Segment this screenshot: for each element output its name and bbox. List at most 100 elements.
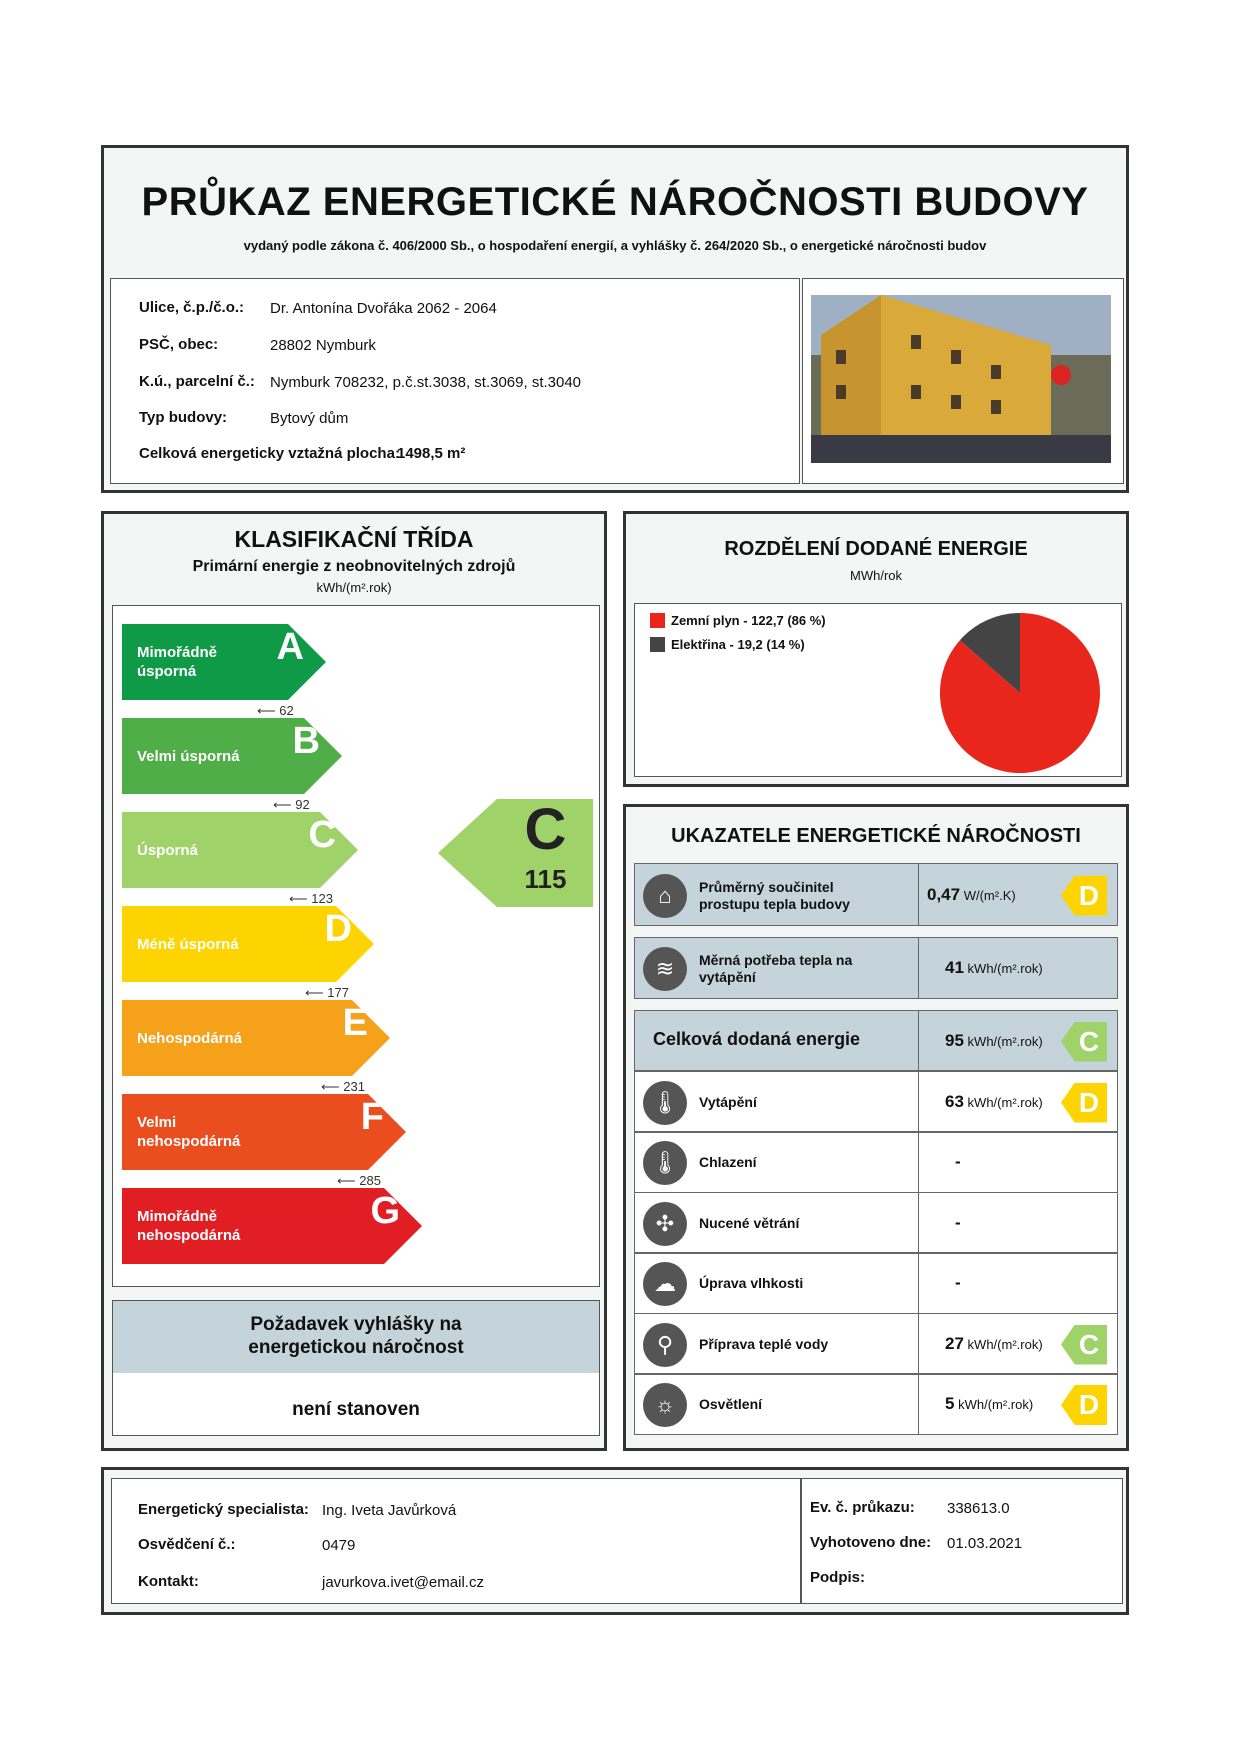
band-label: Nehospodárná [137,1029,243,1047]
building-photo [811,295,1111,463]
band-threshold: ⟵ 123 [289,891,333,907]
cooling-thermometer-icon: 🌡 [643,1141,687,1185]
value-number: 5 [945,1394,955,1413]
pie-chart [940,613,1100,773]
band-letter: F [360,1096,384,1138]
cert-value: 0479 [322,1537,356,1554]
class-band-g: Mimořádně nehospodárná G [122,1188,422,1264]
current-class-letter: C [524,797,567,862]
house-icon: ⌂ [643,873,687,918]
legend-swatch [650,637,665,652]
contact-value: javurkova.ivet@email.cz [322,1574,484,1591]
indicator-label: Vytápění [699,1093,757,1110]
signature-label: Podpis: [810,1569,865,1586]
footer-section: Energetický specialista: Ing. Iveta Javů… [101,1467,1129,1615]
arrow-left-icon: ⟵ [273,797,296,812]
value-number: 0,47 [927,884,961,904]
indicator-value: 63 kWh/(m².rok) [945,1092,1043,1112]
indicator-label: Příprava teplé vody [699,1335,829,1352]
band-letter: B [292,720,320,762]
date-value: 01.03.2021 [947,1535,1023,1552]
classification-section: KLASIFIKAČNÍ TŘÍDA Primární energie z ne… [101,511,607,1451]
band-label: Mimořádně nehospodárná [137,1208,241,1244]
row-divider [918,864,919,925]
value-number: 41 [945,958,964,977]
pie-panel: Zemní plyn - 122,7 (86 %) Elektřina - 19… [634,603,1122,777]
indicators-title: UKAZATELE ENERGETICKÉ NÁROČNOSTI [671,825,1081,847]
class-band-b: Velmi úsporná B [122,718,342,794]
arrow-left-icon: ⟵ [305,985,328,1000]
indicator-row: 🌡 Vytápění 63 kWh/(m².rok) D [634,1071,1118,1132]
indicator-label: Nucené větrání [699,1214,800,1231]
band-threshold: ⟵ 285 [337,1173,381,1189]
indicator-row: ✣ Nucené větrání - [634,1192,1118,1253]
page-subtitle: vydaný podle zákona č. 406/2000 Sb., o h… [243,238,987,253]
class-tag-d: D [1061,1385,1107,1425]
legend-item-gas: Zemní plyn - 122,7 (86 %) [650,613,826,628]
threshold-value: 285 [359,1173,381,1188]
indicator-row: 🌡 Chlazení - [634,1131,1118,1193]
indicator-label: Celková dodaná energie [653,1028,861,1049]
band-threshold: ⟵ 92 [273,797,310,813]
indicator-value: - [955,1273,961,1293]
threshold-value: 177 [327,985,349,1000]
band-label: Mimořádně úsporná [137,644,218,680]
indicator-label: Úprava vlhkosti [699,1275,804,1291]
specialist-value: Ing. Iveta Javůrková [322,1502,457,1519]
indicator-value: 0,47 W/(m².K) [927,885,1016,905]
indicator-value: 95 kWh/(m².rok) [945,1031,1043,1051]
date-label: Vyhotoveno dne: [810,1534,932,1551]
indicator-row: ≋ Měrná potřeba tepla na vytápění 41 kWh/(… [634,937,1118,999]
value-unit: kWh/(m².rok) [958,1397,1034,1412]
header-section: PRŮKAZ ENERGETICKÉ NÁROČNOSTI BUDOVY vyd… [101,145,1129,493]
band-threshold: ⟵ 62 [257,703,294,719]
class-tag-d: D [1061,1082,1107,1123]
indicator-value: 27 kWh/(m².rok) [945,1334,1043,1354]
current-class-value: 115 [524,864,567,894]
class-band-c: Úsporná C [122,812,358,888]
area-value: 1498,5 m² [397,445,466,462]
indicator-row: ⚲ Příprava teplé vody 27 kWh/(m².rok) C [634,1313,1118,1374]
band-label: Úsporná [137,841,198,859]
row-divider [918,1253,919,1313]
class-band-f: Velmi nehospodárná F [122,1094,406,1170]
value-unit: W/(m².K) [963,887,1016,903]
street-value: Dr. Antonína Dvořáka 2062 - 2064 [270,300,497,317]
indicator-label: Měrná potřeba tepla na vytápění [699,952,853,985]
requirement-header: Požadavek vyhlášky na energetickou nároč… [113,1301,599,1373]
legend-label: Zemní plyn - 122,7 (86 %) [671,613,826,628]
class-band-a: Mimořádně úsporná A [122,624,326,700]
page-title: PRŮKAZ ENERGETICKÉ NÁROČNOSTI BUDOVY [141,180,1089,224]
value-number: - [955,1212,961,1232]
indicator-row: Celková dodaná energie 95 kWh/(m².rok) C [634,1010,1118,1071]
certificate-panel: Ev. č. průkazu: 338613.0 Vyhotoveno dne:… [801,1478,1123,1604]
fan-icon: ✣ [643,1201,687,1246]
indicator-value: 41 kWh/(m².rok) [945,958,1043,978]
street-label: Ulice, č.p./č.o.: [139,299,245,316]
row-divider [918,1314,919,1373]
arrow-left-icon: ⟵ [337,1173,360,1188]
legend-swatch [650,613,665,628]
row-divider [918,1193,919,1252]
arrow-left-icon: ⟵ [257,703,280,718]
value-unit: kWh/(m².rok) [967,1033,1043,1049]
scale-panel: Mimořádně úsporná A ⟵ 62 Velmi úsporná B ⟵ 92… [112,605,600,1287]
lightbulb-icon: ☼ [643,1383,687,1427]
pie-slice-1 [959,613,1020,693]
indicator-value: - [955,1152,961,1172]
heating-thermometer-icon: 🌡 [643,1080,687,1125]
value-number: - [955,1152,961,1171]
band-letter: G [370,1190,400,1232]
distribution-title: ROZDĚLENÍ DODANÉ ENERGIE [724,538,1028,560]
band-letter: D [324,908,352,950]
band-threshold: ⟵ 177 [305,985,349,1001]
legend-item-electricity: Elektřina - 19,2 (14 %) [650,637,805,652]
class-tag-d: D [1061,875,1107,916]
band-label: Velmi úsporná [137,747,240,765]
distribution-section: ROZDĚLENÍ DODANÉ ENERGIE MWh/rok Zemní p… [623,511,1129,787]
specialist-label: Energetický specialista: [138,1501,309,1518]
band-label: Méně úsporná [137,935,239,953]
classification-title: KLASIFIKAČNÍ TŘÍDA [234,526,474,552]
band-threshold: ⟵ 231 [321,1079,365,1095]
area-label: Celková energeticky vztažná plocha: [139,445,400,462]
